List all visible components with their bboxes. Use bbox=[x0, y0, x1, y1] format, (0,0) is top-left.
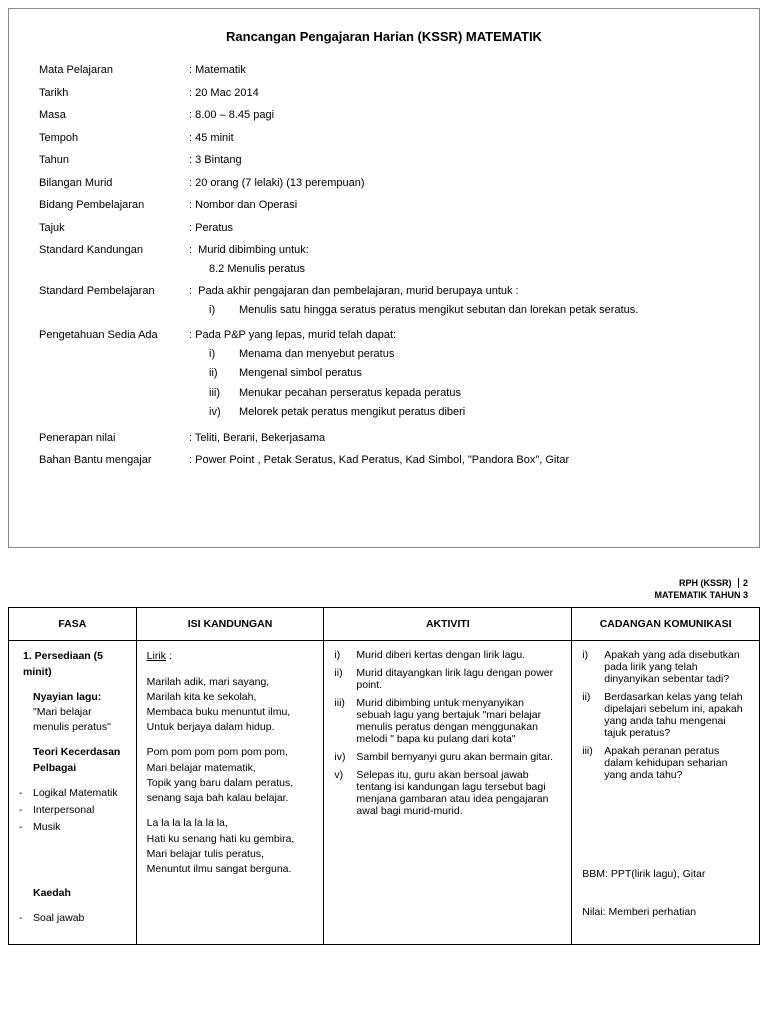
aktiviti-item: ii)Murid ditayangkan lirik lagu dengan p… bbox=[334, 667, 561, 691]
value: : Pada akhir pengajaran dan pembelajaran… bbox=[189, 283, 729, 321]
value: : 20 Mac 2014 bbox=[189, 85, 729, 102]
value: : 3 Bintang bbox=[189, 152, 729, 169]
cadangan-nilai: Nilai: Memberi perhatian bbox=[582, 905, 749, 920]
info-bilangan-murid: Bilangan Murid : 20 orang (7 lelaki) (13… bbox=[39, 175, 729, 192]
value: : Nombor dan Operasi bbox=[189, 197, 729, 214]
page-number: 2 bbox=[738, 578, 748, 588]
aktiviti-item: v)Selepas itu, guru akan bersoal jawab t… bbox=[334, 769, 561, 817]
value: : 20 orang (7 lelaki) (13 perempuan) bbox=[189, 175, 729, 192]
label: Standard Pembelajaran bbox=[39, 283, 189, 321]
sublist: 8.2 Menulis peratus bbox=[189, 261, 729, 278]
th-aktiviti: AKTIVITI bbox=[324, 608, 572, 641]
page-footer: RPH (KSSR) 2 MATEMATIK TAHUN 3 bbox=[0, 578, 748, 601]
info-mata-pelajaran: Mata Pelajaran : Matematik bbox=[39, 62, 729, 79]
list-item: -Soal jawab bbox=[19, 911, 126, 926]
aktiviti-item: i)Murid diberi kertas dengan lirik lagu. bbox=[334, 649, 561, 661]
info-penerapan: Penerapan nilai : Teliti, Berani, Bekerj… bbox=[39, 430, 729, 447]
aktiviti-item: iii)Murid dibimbing untuk menyanyikan se… bbox=[334, 697, 561, 745]
value: : Teliti, Berani, Bekerjasama bbox=[189, 430, 729, 447]
value: : Murid dibimbing untuk: 8.2 Menulis per… bbox=[189, 242, 729, 277]
page-1: Rancangan Pengajaran Harian (KSSR) MATEM… bbox=[8, 8, 760, 548]
label: Tempoh bbox=[39, 130, 189, 147]
fasa-heading: 1. Persediaan (5 minit) bbox=[19, 649, 126, 679]
info-pengetahuan: Pengetahuan Sedia Ada : Pada P&P yang le… bbox=[39, 327, 729, 424]
value: : Power Point , Petak Seratus, Kad Perat… bbox=[189, 452, 729, 469]
info-standard-kandungan: Standard Kandungan : Murid dibimbing unt… bbox=[39, 242, 729, 277]
value: : Peratus bbox=[189, 220, 729, 237]
stanza-3: La la la la la la la, Hati ku senang hat… bbox=[147, 816, 314, 877]
sublist-item: iv)Melorek petak peratus mengikut peratu… bbox=[209, 404, 729, 421]
sublist-item: i) Menulis satu hingga seratus peratus m… bbox=[209, 302, 729, 319]
list-item: -Logikal Matematik bbox=[19, 786, 126, 801]
cell-fasa: 1. Persediaan (5 minit) Nyayian lagu: "M… bbox=[9, 641, 137, 945]
fasa-teori-list: -Logikal Matematik -Interpersonal -Musik bbox=[19, 786, 126, 836]
th-fasa: FASA bbox=[9, 608, 137, 641]
info-bidang: Bidang Pembelajaran : Nombor dan Operasi bbox=[39, 197, 729, 214]
cadangan-item: iii)Apakah peranan peratus dalam kehidup… bbox=[582, 745, 749, 781]
info-masa: Masa : 8.00 – 8.45 pagi bbox=[39, 107, 729, 124]
table-header-row: FASA ISI KANDUNGAN AKTIVITI CADANGAN KOM… bbox=[9, 608, 760, 641]
fasa-teori-label: Teori Kecerdasan Pelbagai bbox=[19, 745, 126, 775]
sublist-item: ii)Mengenal simbol peratus bbox=[209, 365, 729, 382]
label: Bilangan Murid bbox=[39, 175, 189, 192]
label: Mata Pelajaran bbox=[39, 62, 189, 79]
label: Standard Kandungan bbox=[39, 242, 189, 277]
label: Bidang Pembelajaran bbox=[39, 197, 189, 214]
stanza-1: Marilah adik, mari sayang, Marilah kita … bbox=[147, 675, 314, 736]
aktiviti-item: iv)Sambil bernyanyi guru akan bermain gi… bbox=[334, 751, 561, 763]
cell-cadangan: i)Apakah yang ada disebutkan pada lirik … bbox=[572, 641, 760, 945]
label: Penerapan nilai bbox=[39, 430, 189, 447]
document-title: Rancangan Pengajaran Harian (KSSR) MATEM… bbox=[39, 29, 729, 44]
table-row: 1. Persediaan (5 minit) Nyayian lagu: "M… bbox=[9, 641, 760, 945]
label: Pengetahuan Sedia Ada bbox=[39, 327, 189, 424]
list-item: -Interpersonal bbox=[19, 803, 126, 818]
sublist-item: 8.2 Menulis peratus bbox=[209, 261, 729, 278]
cadangan-item: i)Apakah yang ada disebutkan pada lirik … bbox=[582, 649, 749, 685]
list-item: -Musik bbox=[19, 820, 126, 835]
value: : 45 minit bbox=[189, 130, 729, 147]
th-cadangan: CADANGAN KOMUNIKASI bbox=[572, 608, 760, 641]
value: : Pada P&P yang lepas, murid telah dapat… bbox=[189, 327, 729, 424]
fasa-nyanyian: Nyayian lagu: "Mari belajar menulis pera… bbox=[19, 690, 126, 736]
label: Masa bbox=[39, 107, 189, 124]
sublist-item: i)Menama dan menyebut peratus bbox=[209, 346, 729, 363]
info-tajuk: Tajuk : Peratus bbox=[39, 220, 729, 237]
cadangan-item: ii)Berdasarkan kelas yang telah dipelaja… bbox=[582, 691, 749, 739]
th-isi: ISI KANDUNGAN bbox=[136, 608, 324, 641]
label: Tarikh bbox=[39, 85, 189, 102]
info-tarikh: Tarikh : 20 Mac 2014 bbox=[39, 85, 729, 102]
value: : 8.00 – 8.45 pagi bbox=[189, 107, 729, 124]
info-standard-pembelajaran: Standard Pembelajaran : Pada akhir penga… bbox=[39, 283, 729, 321]
fasa-kaedah-list: -Soal jawab bbox=[19, 911, 126, 926]
sublist: i) Menulis satu hingga seratus peratus m… bbox=[189, 302, 729, 319]
lesson-table: FASA ISI KANDUNGAN AKTIVITI CADANGAN KOM… bbox=[8, 607, 760, 945]
info-tahun: Tahun : 3 Bintang bbox=[39, 152, 729, 169]
stanza-2: Pom pom pom pom pom pom, Mari belajar ma… bbox=[147, 745, 314, 806]
value: : Matematik bbox=[189, 62, 729, 79]
sublist-item: iii)Menukar pecahan perseratus kepada pe… bbox=[209, 385, 729, 402]
label: Tahun bbox=[39, 152, 189, 169]
info-bahan-bantu: Bahan Bantu mengajar : Power Point , Pet… bbox=[39, 452, 729, 469]
sublist: i)Menama dan menyebut peratus ii)Mengena… bbox=[189, 346, 729, 421]
fasa-kaedah-label: Kaedah bbox=[19, 886, 126, 901]
footer-line1: RPH (KSSR) bbox=[679, 578, 732, 588]
label: Bahan Bantu mengajar bbox=[39, 452, 189, 469]
cell-isi: Lirik : Marilah adik, mari sayang, Maril… bbox=[136, 641, 324, 945]
cell-aktiviti: i)Murid diberi kertas dengan lirik lagu.… bbox=[324, 641, 572, 945]
cadangan-bbm: BBM: PPT(lirik lagu), Gitar bbox=[582, 867, 749, 882]
lirik-label: Lirik : bbox=[147, 649, 314, 664]
info-tempoh: Tempoh : 45 minit bbox=[39, 130, 729, 147]
label: Tajuk bbox=[39, 220, 189, 237]
footer-line2: MATEMATIK TAHUN 3 bbox=[655, 590, 749, 600]
